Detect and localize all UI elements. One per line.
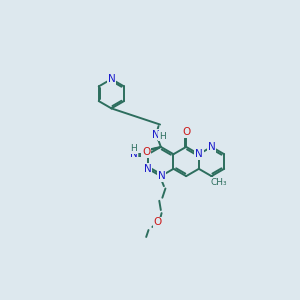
- Text: CH₃: CH₃: [211, 178, 227, 187]
- Text: N: N: [195, 149, 203, 159]
- Text: H: H: [130, 144, 137, 153]
- Text: N: N: [107, 74, 115, 84]
- Text: H: H: [159, 132, 166, 141]
- Text: N: N: [158, 171, 166, 181]
- Text: N: N: [152, 130, 160, 140]
- Text: O: O: [154, 217, 162, 227]
- Text: N: N: [130, 149, 137, 159]
- Text: N: N: [208, 142, 215, 152]
- Text: N: N: [143, 164, 151, 174]
- Text: O: O: [142, 147, 150, 157]
- Text: O: O: [182, 127, 190, 137]
